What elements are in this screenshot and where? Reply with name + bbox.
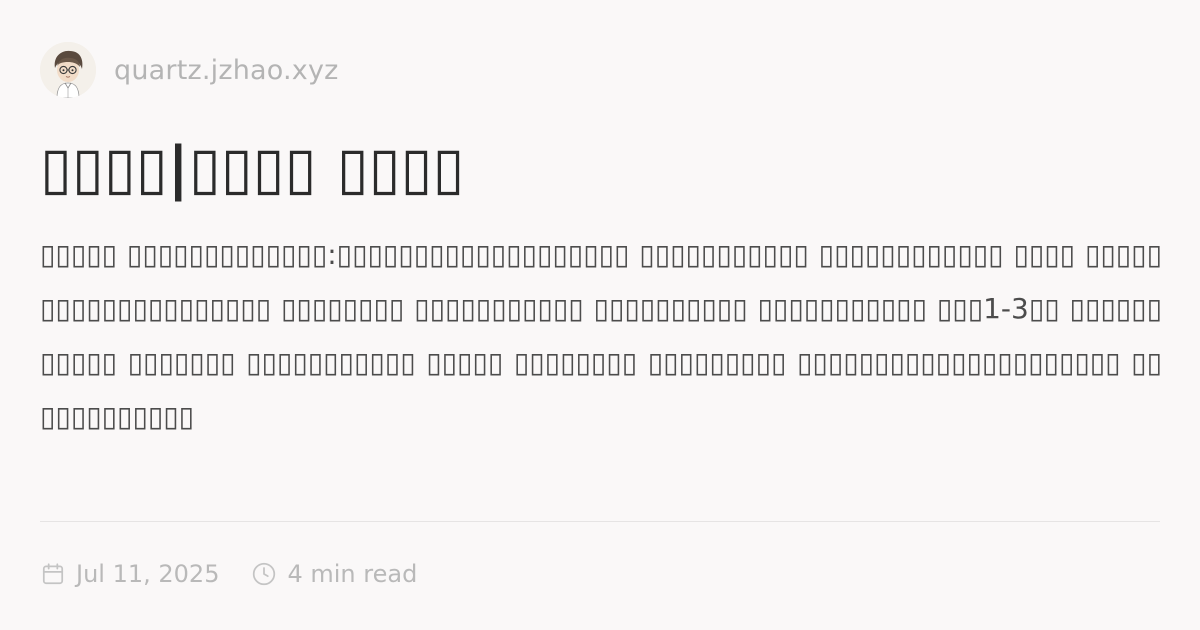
post-excerpt: ▯▯▯▯▯ ▯▯▯▯▯▯▯▯▯▯▯▯▯:▯▯▯▯▯▯▯▯▯▯▯▯▯▯▯▯▯▯▯ … — [40, 238, 1162, 433]
site-header: quartz.jzhao.xyz — [40, 40, 339, 100]
reading-time: 4 min read — [251, 560, 417, 588]
reading-time-text: 4 min read — [287, 560, 418, 588]
clock-icon — [253, 562, 276, 586]
page-title: ▯▯▯▯|▯▯▯▯ ▯▯▯▯ — [40, 134, 465, 202]
post-date-text: Jul 11, 2025 — [76, 560, 220, 588]
calendar-icon — [42, 563, 64, 585]
post-meta: Jul 11, 2025 4 min read — [40, 552, 417, 596]
site-url[interactable]: quartz.jzhao.xyz — [114, 54, 339, 86]
post-date: Jul 11, 2025 — [40, 560, 219, 588]
avatar[interactable] — [40, 42, 96, 98]
divider — [40, 521, 1160, 522]
avatar-sketch-icon — [40, 42, 96, 98]
